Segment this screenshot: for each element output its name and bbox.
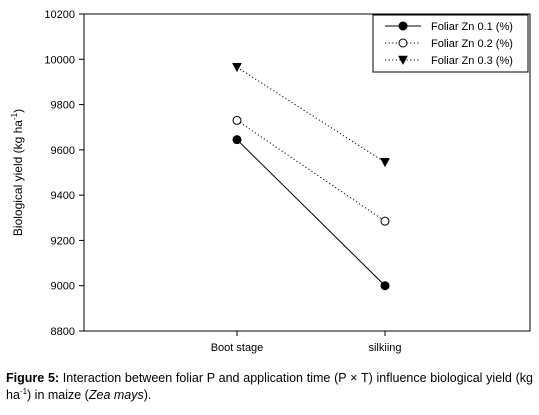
series-2-point [232, 115, 242, 125]
legend-label-2: Foliar Zn 0.2 (%) [431, 38, 513, 50]
chart: 8800 9000 9200 9400 9600 9800 10000 10200 Boot s… [10, 9, 531, 354]
x-tick-label: Boot stage [211, 342, 264, 354]
y-tick-label: 9400 [51, 190, 75, 202]
plot-frame [83, 13, 531, 332]
y-tick-label: 8800 [51, 326, 75, 338]
legend-label-3: Foliar Zn 0.3 (%) [431, 55, 513, 67]
series-2-point [380, 216, 390, 226]
y-tick-label: 9600 [51, 145, 75, 157]
series-3-point [232, 62, 242, 73]
caption-superscript: -1 [19, 386, 28, 396]
series-line-2 [236, 120, 386, 222]
caption-text-3: ). [143, 388, 152, 402]
caption-text-1: Interaction between foliar P and applica… [6, 371, 533, 402]
series-1-point [232, 135, 242, 145]
y-tick-label: 10200 [44, 9, 75, 21]
legend-label-1: Foliar Zn 0.1 (%) [431, 21, 513, 33]
series-3-point [380, 158, 390, 168]
legend-marker-3 [398, 55, 408, 66]
y-axis-title: Biological yield (kg ha-1) [10, 109, 25, 236]
caption-label: Figure 5: [6, 371, 60, 385]
x-tick-label: silkiing [368, 342, 401, 354]
y-tick-label: 10000 [44, 54, 75, 66]
caption-text-2: ) in maize ( [27, 388, 89, 402]
series-line-3 [236, 66, 386, 163]
y-tick-label: 9000 [51, 281, 75, 293]
caption-species: Zea mays [88, 388, 144, 402]
legend-marker-2 [398, 38, 408, 48]
y-tick-label: 9200 [51, 235, 75, 247]
series-1-point [380, 281, 390, 291]
legend-marker-1 [398, 21, 408, 31]
series-line-1 [236, 139, 386, 287]
y-tick-label: 9800 [51, 100, 75, 112]
figure-caption: Figure 5: Interaction between foliar P a… [6, 370, 533, 404]
